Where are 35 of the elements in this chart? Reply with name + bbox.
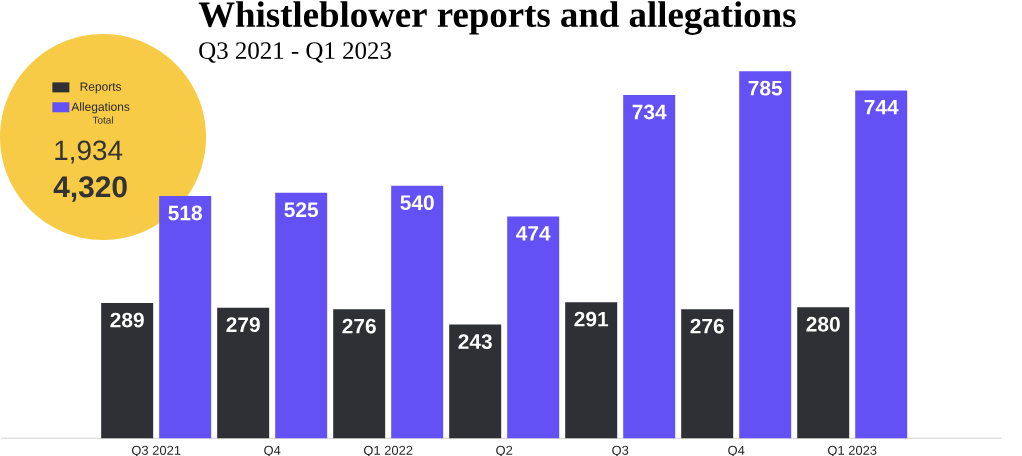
bar <box>623 95 676 439</box>
annotation: 4,320 <box>53 176 127 202</box>
data-label: 243 <box>458 334 492 349</box>
legend-label: Reports <box>80 82 122 94</box>
bar <box>217 307 270 439</box>
data-label: 518 <box>168 205 202 221</box>
bar <box>159 196 212 439</box>
bar <box>101 303 154 439</box>
annotation: Total <box>92 116 113 124</box>
bar <box>739 71 792 439</box>
bar <box>449 324 502 439</box>
bar <box>565 302 618 439</box>
data-label: 540 <box>400 195 434 211</box>
bar <box>797 307 850 439</box>
bar <box>681 309 734 439</box>
bar <box>507 216 560 439</box>
bar <box>391 185 444 439</box>
bar <box>333 309 386 439</box>
data-label: 276 <box>342 318 376 334</box>
data-label: 474 <box>516 226 551 241</box>
legend-label: Allegations <box>71 102 130 114</box>
bar <box>855 90 908 439</box>
data-label: 279 <box>226 317 260 333</box>
data-label: 744 <box>864 99 899 115</box>
data-label: 734 <box>632 104 667 120</box>
data-label: 276 <box>690 318 724 334</box>
annotation: 1,934 <box>55 140 123 164</box>
data-label: 280 <box>806 316 840 332</box>
bar <box>275 192 328 439</box>
chart-title: Whistleblower reports and allegations <box>198 1 796 35</box>
data-label: 291 <box>574 311 609 327</box>
data-label: 525 <box>284 202 319 218</box>
chart-subtitle: Q3 2021 - Q1 2023 <box>199 42 391 63</box>
data-label: 785 <box>748 80 783 96</box>
data-label: 289 <box>110 312 144 328</box>
